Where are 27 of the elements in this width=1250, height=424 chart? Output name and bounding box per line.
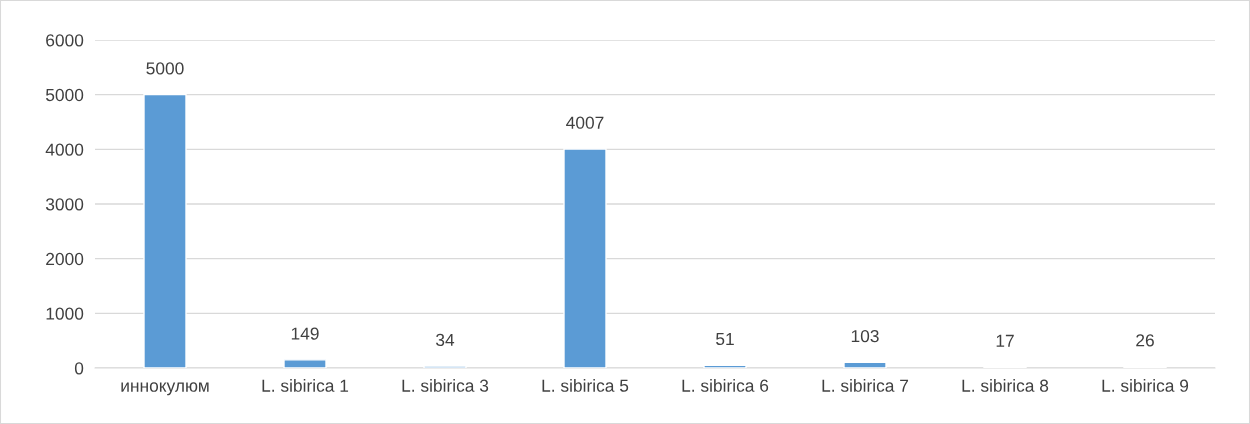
bar (843, 361, 887, 368)
x-tick-label: L. sibirica 1 (262, 379, 349, 392)
data-label: 34 (436, 333, 455, 347)
y-tick-label: 2000 (46, 252, 84, 266)
data-label: 17 (996, 334, 1014, 347)
data-label: 4007 (566, 116, 604, 129)
x-tick-label: L. sibirica 7 (822, 379, 909, 392)
x-tick-label: L. sibirica 6 (682, 379, 769, 392)
bar (283, 359, 327, 368)
x-tick-label: L. sibirica 8 (962, 379, 1049, 392)
y-tick-label: 4000 (45, 143, 84, 156)
y-tick-label: 6000 (46, 34, 84, 47)
y-tick-label: 0 (74, 362, 84, 375)
y-tick-label: 5000 (45, 88, 84, 102)
data-label: 103 (851, 329, 879, 343)
y-tick-label: 1000 (46, 307, 84, 320)
x-tick-label: иннокулюм (121, 382, 209, 396)
data-label: 51 (716, 333, 734, 346)
bar (143, 93, 187, 368)
data-label: 5000 (146, 62, 184, 75)
data-label: 149 (291, 327, 319, 340)
x-tick-label: L. sibirica 5 (542, 379, 629, 392)
y-tick-label: 3000 (45, 198, 84, 211)
data-label: 26 (1136, 334, 1154, 347)
bar (563, 148, 607, 368)
x-tick-label: L. sibirica 3 (402, 379, 489, 392)
x-tick-label: L. sibirica 9 (1102, 379, 1189, 392)
